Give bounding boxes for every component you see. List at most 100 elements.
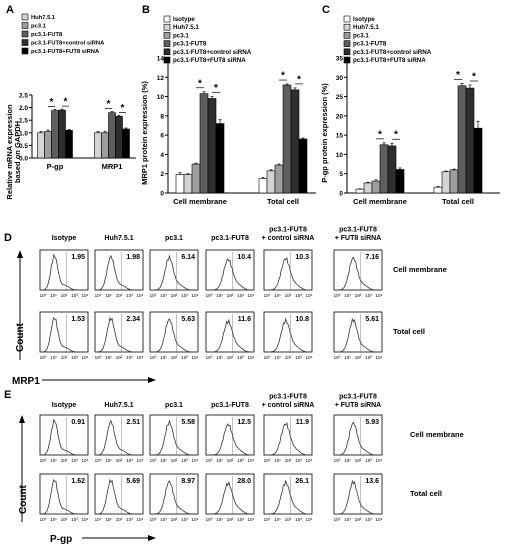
histogram-frame	[39, 473, 89, 515]
legend-label: pc3.1-FUT8+control siRNA	[31, 41, 105, 47]
column-header: pc3.1-FUT8	[269, 227, 307, 234]
significance-star: *	[214, 83, 218, 94]
x-tick-label: 10³	[126, 517, 133, 522]
y-tick-label: 4	[160, 152, 164, 159]
x-tick-label: 10⁴	[376, 293, 383, 298]
bar	[258, 178, 268, 194]
bar	[274, 164, 284, 194]
legend-label: Isotype	[173, 16, 195, 23]
column-header: Huh7.5.1	[104, 402, 133, 409]
x-tick-label: 10⁴	[137, 355, 144, 360]
x-axis-label: MRP1	[12, 376, 40, 387]
x-tick-label: 10³	[295, 517, 302, 522]
x-tick-label: 10²	[61, 458, 68, 463]
legend-swatch	[343, 32, 351, 39]
significance-star: *	[456, 70, 460, 81]
x-tick-label: 10³	[237, 458, 244, 463]
legend-label: pc3.1-FUT8	[353, 41, 387, 48]
histogram-trace	[40, 316, 88, 353]
histogram-frame	[149, 414, 199, 456]
column-header: pc3.1-FUT8	[211, 235, 249, 242]
histogram-value: 13.6	[365, 478, 379, 485]
x-tick-label: 10¹	[274, 458, 281, 463]
legend-label: Huh7.5.1	[31, 15, 56, 21]
legend-swatch	[21, 22, 29, 29]
x-tick-label: 10³	[365, 458, 372, 463]
significance-star: *	[107, 99, 111, 110]
x-tick-label: 10²	[116, 458, 123, 463]
y-tick-label: 0	[160, 191, 164, 198]
panel-e-flow-grid: Isotype Huh7.5.1 pc3.1 pc3.1-FUT8 pc3.1-FUT8…	[18, 394, 464, 546]
x-tick-label: 10³	[365, 293, 372, 298]
column-header: Huh7.5.1	[104, 235, 133, 242]
column-header: + control siRNA	[262, 235, 315, 242]
histogram-trace	[150, 318, 198, 353]
bar	[183, 174, 193, 194]
histogram-trace	[264, 257, 312, 291]
histogram-frame	[205, 249, 255, 291]
x-tick-label: 10⁴	[82, 458, 89, 463]
bar	[298, 138, 308, 194]
histogram-value: 1.62	[71, 478, 85, 485]
y-tick-label: 15	[336, 133, 344, 140]
x-tick-label: 10¹	[50, 458, 57, 463]
legend-label: pc3.1-FUT8+FUT8 siRNA	[31, 49, 100, 55]
histogram-trace	[40, 478, 88, 515]
column-header: + FUT8 siRNA	[335, 235, 381, 242]
histogram-value: 2.51	[126, 419, 140, 426]
y-tick-label: 12	[157, 75, 165, 82]
x-tick-label: 10³	[295, 355, 302, 360]
legend-label: pc3.1-FUT8+FUT8 siRNA	[353, 57, 426, 64]
histogram-trace	[334, 256, 382, 291]
y-tick-label: 0.5	[19, 143, 28, 150]
bar	[58, 109, 66, 159]
x-tick-label: 10⁰	[95, 458, 102, 463]
histogram-value: 8.97	[181, 478, 195, 485]
histogram-value: 10.8	[295, 316, 309, 323]
legend-label: pc3.1-FUT8+control siRNA	[353, 49, 432, 56]
y-tick-label: 10	[157, 94, 165, 101]
bar	[282, 84, 292, 194]
x-tick-label: 10⁴	[137, 458, 144, 463]
panel-letter-a: A	[6, 4, 14, 16]
bar	[395, 169, 405, 194]
histogram-value: 1.95	[71, 254, 85, 261]
x-tick-label: 10⁰	[206, 517, 213, 522]
histogram-trace	[150, 419, 198, 456]
histogram-trace	[334, 421, 382, 456]
x-tick-label: 10⁰	[264, 458, 271, 463]
x-tick-label: 10³	[365, 355, 372, 360]
x-tick-label: 10³	[181, 458, 188, 463]
legend-swatch	[343, 40, 351, 47]
x-tick-label: 10²	[61, 517, 68, 522]
bar	[122, 128, 130, 159]
category-label: Cell membrane	[173, 197, 227, 206]
column-header: pc3.1-FUT8	[269, 394, 307, 401]
column-header: + control siRNA	[262, 402, 315, 409]
histogram-trace	[95, 254, 143, 291]
category-label: MRP1	[102, 162, 123, 171]
histogram-trace	[334, 317, 382, 353]
x-tick-label: 10⁴	[82, 517, 89, 522]
histogram-trace	[206, 318, 254, 353]
bar	[473, 127, 483, 194]
histogram-value: 12.5	[237, 419, 251, 426]
histogram-frame	[263, 414, 313, 456]
y-arrow-head	[17, 250, 23, 258]
x-tick-label: 10²	[285, 355, 292, 360]
panel-letter-e: E	[4, 389, 11, 401]
legend-swatch	[163, 32, 171, 39]
histogram-value: 2.34	[126, 316, 140, 323]
histogram-frame	[333, 414, 383, 456]
x-tick-label: 10²	[61, 293, 68, 298]
histogram-value: 1.53	[71, 316, 85, 323]
x-tick-label: 10²	[116, 355, 123, 360]
x-tick-label: 10⁰	[264, 517, 271, 522]
x-tick-label: 10¹	[344, 355, 351, 360]
x-tick-label: 10¹	[216, 355, 223, 360]
y-tick-label: 0	[339, 191, 343, 198]
bar	[37, 132, 45, 159]
histogram-value: 5.58	[181, 419, 195, 426]
legend-label: pc3.1	[353, 32, 369, 39]
